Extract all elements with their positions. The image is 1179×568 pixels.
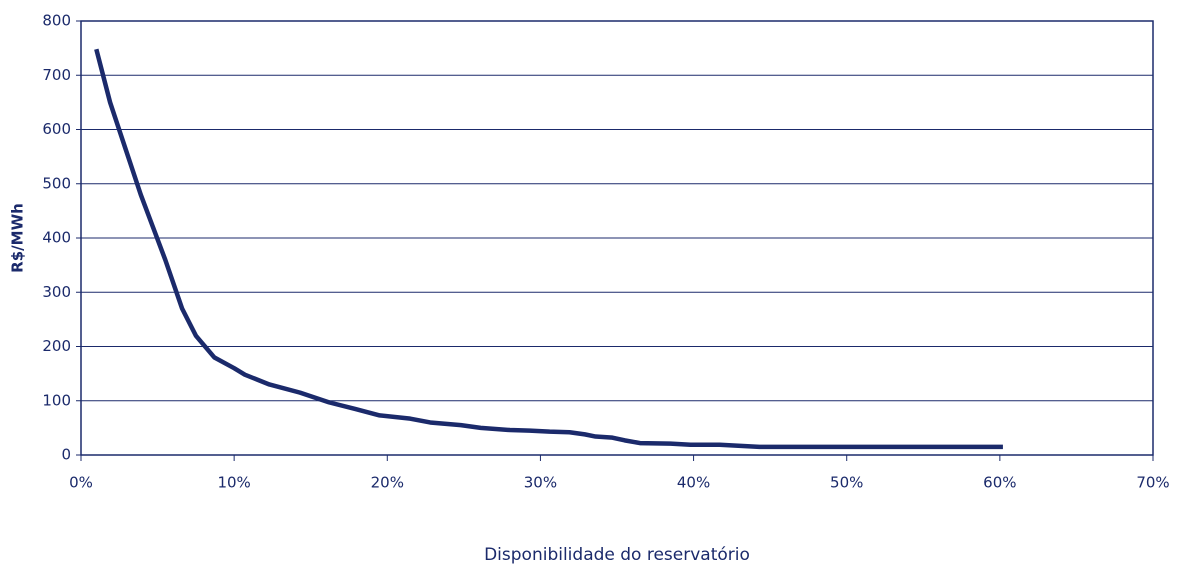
y-tick-label: 800 (42, 12, 71, 30)
y-tick-label: 0 (61, 446, 71, 464)
x-tick-label: 0% (69, 474, 93, 492)
x-tick-label: 10% (217, 474, 250, 492)
y-tick-label: 100 (42, 391, 71, 409)
y-tick-label: 600 (42, 120, 71, 138)
x-tick-label: 30% (524, 474, 557, 492)
x-axis-title: Disponibilidade do reservatório (484, 545, 750, 565)
y-tick-label: 200 (42, 337, 71, 355)
y-tick-label: 700 (42, 66, 71, 84)
data-line (94, 48, 1003, 450)
x-tick-label: 20% (371, 474, 404, 492)
y-axis-title: R$/MWh (9, 203, 27, 273)
x-tick-label: 50% (830, 474, 863, 492)
y-tick-label: 500 (42, 174, 71, 192)
x-tick-label: 70% (1136, 474, 1169, 492)
y-tick-label: 400 (42, 229, 71, 247)
x-tick-label: 40% (677, 474, 710, 492)
y-tick-label: 300 (42, 283, 71, 301)
x-tick-label: 60% (983, 474, 1016, 492)
